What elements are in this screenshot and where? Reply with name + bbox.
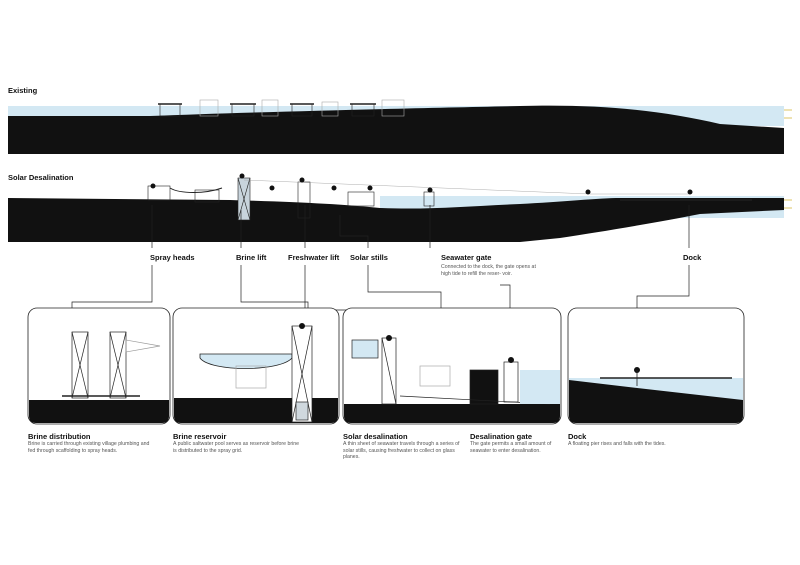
callout-seawater-gate-desc: Connected to the dock, the gate opens at… [441,264,536,277]
panel-solar-desalination [342,307,562,425]
caption-desc: Brine is carried through existing villag… [28,441,150,454]
detail-panels [27,307,745,425]
caption-desalination-gate: Desalination gate The gate permits a sma… [470,432,560,454]
existing-ground [8,105,784,154]
solar-section [8,173,792,242]
leader-solar-stills [339,215,369,248]
callout-solar-stills: Solar stills [350,253,388,262]
caption-title: Dock [568,432,587,441]
caption-dock: Dock A floating pier rises and falls wit… [568,432,678,448]
caption-title: Brine distribution [28,432,91,441]
solar-ground [8,198,784,242]
caption-title: Solar desalination [343,432,408,441]
callout-spray-heads: Spray heads [150,253,195,262]
existing-buildings [158,99,405,117]
caption-desc: The gate permits a small amount of seawa… [470,441,552,454]
caption-solar-desalination: Solar desalination A thin sheet of seawa… [343,432,468,461]
caption-brine-distribution: Brine distribution Brine is carried thro… [28,432,158,454]
caption-title: Brine reservoir [173,432,227,441]
section-title-existing: Existing [8,86,38,95]
panel-brine-distribution [27,307,171,425]
panel-brine-reservoir [172,307,340,425]
callout-seawater-gate: Seawater gate [441,253,492,262]
section-title-solar: Solar Desalination [8,173,74,182]
existing-section [8,99,792,154]
solar-structures [147,177,752,221]
panel-dock [567,307,745,425]
solar-wheels [150,173,693,195]
callout-freshwater-lift: Freshwater lift [288,253,340,262]
caption-desc: A floating pier rises and falls with the… [568,441,666,447]
caption-desc: A public saltwater pool serves as reserv… [173,441,300,454]
caption-brine-reservoir: Brine reservoir A public saltwater pool … [173,432,301,454]
caption-title: Desalination gate [470,432,533,441]
callout-dock: Dock [683,253,702,262]
caption-desc: A thin sheet of seawater travels through… [343,441,460,461]
callout-brine-lift: Brine lift [236,253,267,262]
